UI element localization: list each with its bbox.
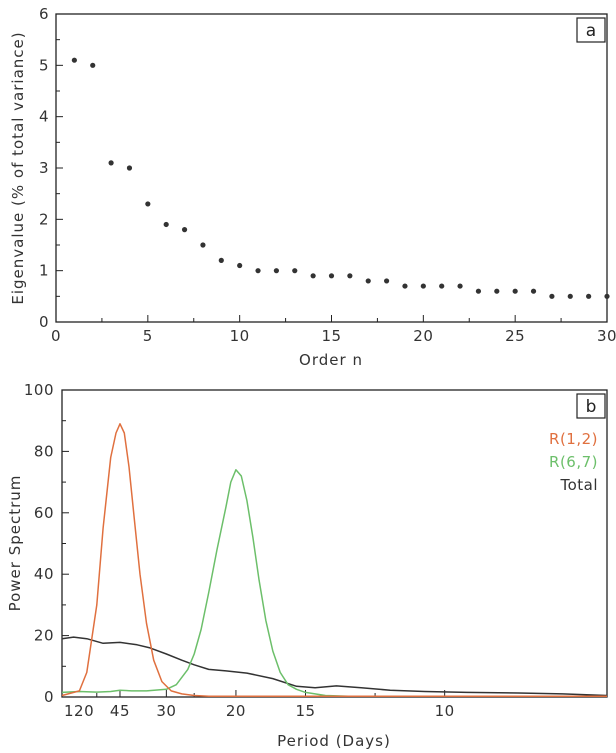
panel-a-ytick-label: 0 [39, 313, 49, 331]
eigenvalue-point [273, 268, 279, 274]
eigenvalue-point [200, 242, 206, 248]
panel-b-xtick-label: 15 [295, 702, 315, 720]
panel-a-points [71, 57, 610, 299]
panel-b-ytick-label: 0 [44, 688, 54, 706]
eigenvalue-point [530, 288, 537, 294]
panel-a-ytick-label: 5 [39, 56, 49, 74]
eigenvalue-point [108, 160, 114, 166]
panel-b-ytick-label: 100 [24, 381, 54, 399]
panel-a-badge [576, 17, 606, 43]
eigenvalue-point [586, 293, 592, 299]
eigenvalue-point [384, 278, 390, 284]
eigenvalue-point [439, 283, 445, 289]
panel-a-xtick-label: 20 [413, 327, 433, 345]
series-line-r-1-2 [61, 423, 607, 697]
eigenvalue-point [90, 62, 96, 68]
panel-a-ylabel: Eigenvalue (% of total variance) [9, 31, 27, 304]
panel-b-ytick-label: 40 [34, 565, 54, 583]
panel-b-xtick-label: 20 [226, 702, 246, 720]
panel-a-ticks: 0 5 10 15 20 25 30 0 1 2 3 4 5 6 [39, 5, 616, 345]
panel-a-xtick-label: 5 [143, 327, 153, 345]
panel-b-label: b [586, 397, 597, 417]
panel-b-legend: R(1,2) R(6,7) Total [549, 430, 598, 494]
eigenvalue-point [126, 165, 133, 171]
panel-b-ytick-label: 60 [34, 504, 54, 522]
eigenvalue-point [218, 257, 224, 263]
panel-a-xtick-label: 25 [505, 327, 525, 345]
panel-b-frame [61, 389, 608, 698]
eigenvalue-point [347, 273, 353, 279]
panel-b-xtick-label: 10 [435, 702, 455, 720]
eigenvalue-point [310, 273, 316, 279]
panel-a-ytick-label: 3 [39, 159, 49, 177]
eigenvalue-point [163, 221, 169, 228]
legend-entry: Total [559, 476, 598, 494]
panel-b-ylabel: Power Spectrum [6, 475, 24, 612]
legend-entry: R(1,2) [549, 430, 598, 448]
eigenvalue-point [292, 268, 298, 274]
eigenvalue-point [328, 273, 335, 279]
panel-b-ytick-label: 20 [34, 627, 54, 645]
eigenvalue-point [402, 283, 408, 289]
eigenvalue-point [237, 262, 243, 269]
eigenvalue-point [145, 201, 151, 207]
panel-b-xtick-label: 120 [64, 702, 94, 720]
panel-a-xtick-label: 30 [597, 327, 616, 345]
eigenvalue-point [457, 283, 463, 289]
eigenvalue-point [494, 288, 500, 294]
eigenvalue-point [549, 293, 555, 299]
panel-b-xlabel: Period (Days) [277, 732, 391, 750]
eigenvalue-point [604, 293, 610, 299]
legend-entry: R(6,7) [549, 453, 598, 471]
eigenvalue-point [365, 278, 371, 284]
panel-a-ytick-label: 1 [39, 262, 49, 280]
panel-a-ytick-label: 4 [39, 108, 49, 126]
panel-b-ytick-label: 80 [34, 442, 54, 460]
eigenvalue-point [420, 283, 426, 289]
panel-a-xtick-label: 10 [230, 327, 250, 345]
eigenvalue-point [71, 57, 77, 63]
series-line-total [61, 636, 608, 697]
panel-b-xtick-label: 30 [156, 702, 176, 720]
eigenvalue-point [567, 293, 573, 299]
series-line-r-6-7 [61, 469, 607, 697]
panel-a-xtick-label: 0 [51, 327, 61, 345]
eigenvalue-point [255, 268, 261, 274]
panel-a-xlabel: Order n [299, 351, 363, 369]
panel-a-xtick-label: 15 [321, 327, 341, 345]
panel-b-xtick-label: 45 [110, 702, 130, 720]
eigenvalue-point [181, 227, 188, 233]
panel-b-lines [61, 423, 608, 697]
panel-a-label: a [586, 21, 596, 41]
panel-a-ytick-label: 2 [39, 210, 49, 228]
panel-b-badge [576, 393, 606, 419]
eigenvalue-point [475, 288, 482, 294]
eigenvalue-point [512, 288, 518, 294]
panel-a: 0 5 10 15 20 25 30 0 1 2 3 4 5 6 a Order n Eigenvalue… [9, 5, 616, 369]
panel-a-ytick-label: 6 [39, 5, 49, 23]
